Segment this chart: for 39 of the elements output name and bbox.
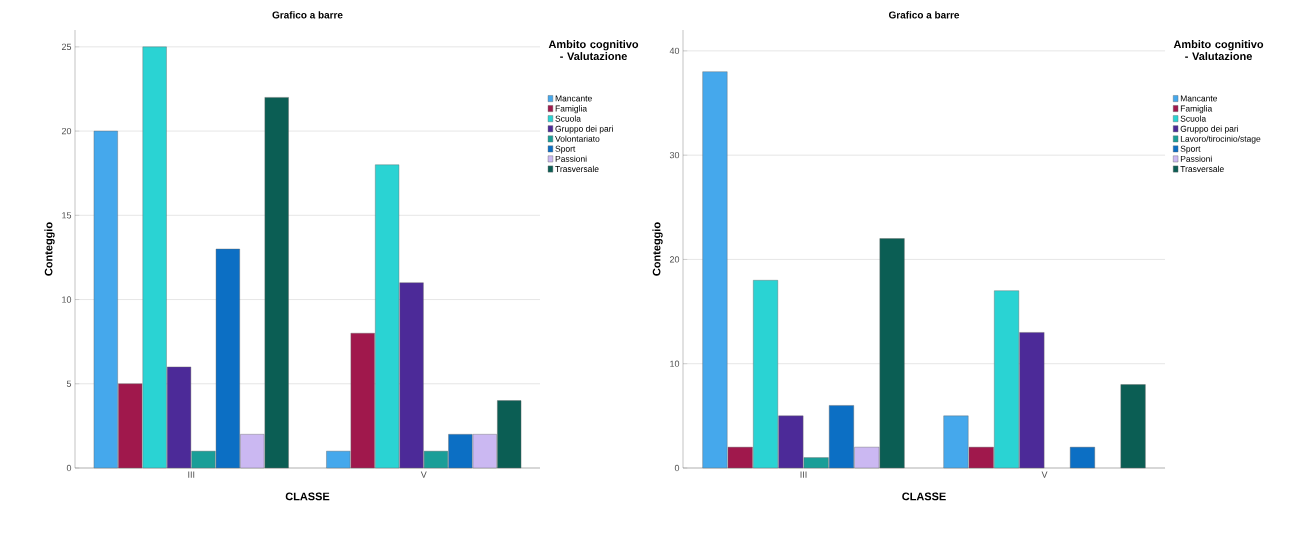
legend-label: Passioni [1180,155,1212,162]
x-axis-title: CLASSE [285,492,330,501]
legend-label: Scuola [555,115,581,122]
y-tick-label: 10 [670,360,680,367]
y-tick-label: 0 [674,464,680,472]
y-tick-label: 30 [669,151,680,159]
legend-label: Gruppo dei pari [1180,125,1239,134]
chart-title: Grafico a barre [888,11,960,19]
y-tick-label: 25 [61,43,72,51]
legend-title: Ambito cognitivo - Valutazione [1173,40,1264,61]
y-tick-label: 5 [66,380,72,387]
legend-label: Trasversale [555,165,599,172]
legend-label: Trasversale [1180,165,1224,172]
x-tick-label: V [420,471,427,478]
legend-label: Mancante [555,95,592,102]
x-tick-label: III [800,471,807,478]
chart-title: Grafico a barre [272,11,343,19]
legend-label: Passioni [555,155,587,162]
y-axis-title: Conteggio [652,222,663,276]
y-tick-label: 10 [62,296,72,303]
legend-label: Famiglia [1180,105,1213,114]
y-tick-label: 40 [669,47,680,55]
legend-label: Mancante [1180,95,1218,102]
x-tick-label: III [188,471,195,478]
legend-title: Ambito cognitivo - Valutazione [548,40,639,61]
legend-label: Lavoro/tirocinio/stage [1180,135,1261,144]
legend-label: Gruppo dei pari [555,125,613,134]
legend-label: Volontariato [555,135,600,142]
y-tick-label: 15 [62,212,72,219]
legend-label: Scuola [1180,115,1207,122]
legend-label: Famiglia [555,105,588,114]
x-axis-title: CLASSE [902,492,946,501]
y-axis-title: Conteggio [44,222,55,276]
x-tick-label: V [1041,471,1048,478]
y-tick-label: 0 [66,464,72,472]
y-tick-label: 20 [61,127,72,135]
legend-label: Sport [555,145,576,154]
legend-label: Sport [1180,145,1201,154]
y-tick-label: 20 [669,256,680,263]
